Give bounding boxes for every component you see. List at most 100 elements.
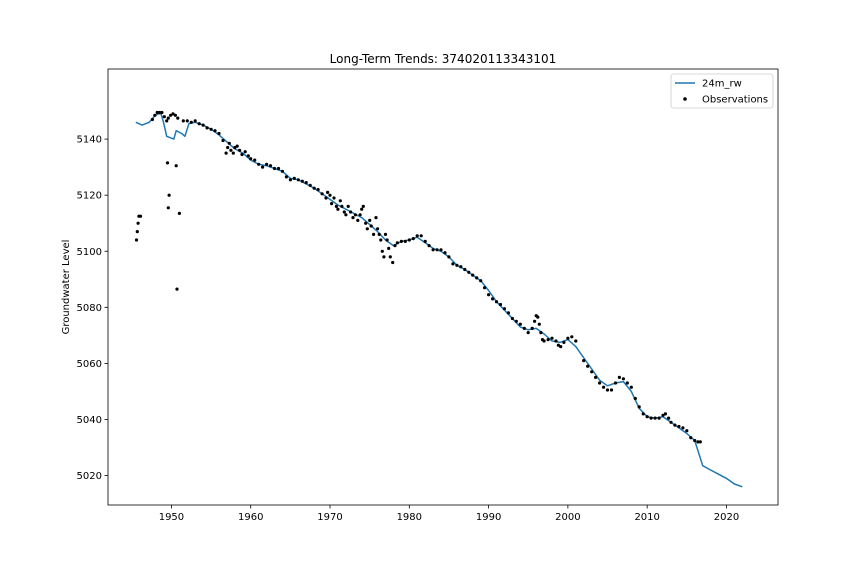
observation-point [353,213,357,217]
observation-point [487,293,491,297]
y-tick-label: 5080 [77,303,102,314]
observation-point [539,331,543,335]
observation-point [296,178,300,182]
observation-point [221,138,225,143]
observation-point [498,302,503,307]
observation-point [379,238,383,242]
x-tick-label: 1960 [238,512,263,523]
x-tick-label: 1950 [159,512,184,523]
observation-point [175,287,179,291]
observation-point [491,297,495,301]
observation-point [171,112,175,116]
observation-point [312,186,316,190]
observation-point [641,412,645,416]
observation-point [165,119,169,123]
observation-point [193,119,197,123]
legend-label-observations: Observations [702,95,768,106]
observation-point [288,178,292,182]
observation-point [344,213,348,217]
observation-point [349,210,353,214]
observation-point [272,166,277,171]
observation-point [459,265,463,269]
observation-point [685,429,689,433]
y-tick-label: 5120 [77,191,102,202]
observation-point [382,255,386,259]
observation-point [693,438,697,443]
observation-point [338,199,342,203]
observation-point [169,113,173,117]
observation-point [369,224,373,228]
observation-point [393,244,397,248]
observation-point [136,221,140,225]
observation-point [399,239,403,243]
observation-point [586,364,590,368]
observation-point [166,116,170,120]
observation-point [292,176,296,180]
observation-point [411,237,415,241]
observation-point [162,115,166,119]
x-tick-label: 1980 [397,512,422,523]
observation-point [653,416,657,420]
observation-point [177,211,181,215]
observation-point [213,129,217,133]
observation-point [419,234,423,238]
observation-point [391,260,395,265]
observation-point [334,204,338,208]
observation-point [598,381,602,385]
observation-point [280,169,284,173]
observation-point [633,396,637,401]
observation-point [316,188,320,192]
observation-point [226,145,230,150]
observation-point [387,246,391,250]
observation-point [385,238,389,242]
observation-point [326,190,330,194]
observation-point [494,300,499,304]
observation-point [463,267,467,272]
y-tick-label: 5060 [77,359,102,370]
observation-point [698,440,702,444]
observation-point [673,423,677,427]
observation-point [377,232,381,236]
observation-point [407,238,411,242]
observation-point [574,339,578,343]
observation-point [681,426,685,430]
observation-point [431,248,435,252]
observation-point [526,331,530,335]
observation-point [562,340,566,344]
observation-point [227,141,231,145]
observation-point [471,273,475,277]
x-tick-label: 1990 [476,512,501,523]
observation-point [554,339,558,343]
y-axis-label: Groundwater Level [61,240,72,335]
observation-point [304,181,308,185]
observation-point [609,388,614,392]
plot-area-frame [107,68,779,506]
observation-point [383,232,388,236]
observation-point [403,239,407,243]
observation-point [365,227,369,231]
observation-point [376,227,380,231]
observation-point [380,249,384,253]
observation-point [197,122,201,126]
observation-point [657,416,661,420]
observation-point [637,405,641,409]
observation-point [320,192,324,196]
observation-point [217,131,221,136]
observation-point [427,244,431,248]
observation-point [240,152,244,157]
observation-point [166,206,170,210]
observation-point [138,214,143,218]
observation-point [522,326,526,330]
observation-point [368,218,372,222]
observation-point [160,110,164,115]
observation-point [533,319,537,323]
observation-point [209,127,213,131]
observation-point [249,157,253,161]
observation-point [423,239,427,243]
observation-point [536,315,540,319]
x-tick-label: 2000 [555,512,580,523]
observation-point [342,210,346,214]
observation-point [265,162,269,166]
observation-point [268,164,273,168]
